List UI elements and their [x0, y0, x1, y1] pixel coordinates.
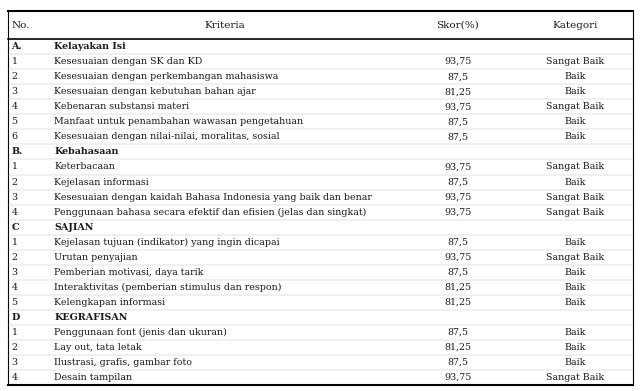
Text: 2: 2 [12, 72, 17, 81]
Text: 87,5: 87,5 [447, 133, 469, 142]
Text: Baik: Baik [564, 328, 585, 337]
Text: Keterbacaan: Keterbacaan [54, 163, 115, 172]
Text: 1: 1 [12, 57, 17, 66]
Text: 3: 3 [12, 87, 18, 96]
Text: 5: 5 [12, 117, 18, 126]
Text: 87,5: 87,5 [447, 268, 469, 277]
Text: 3: 3 [12, 268, 18, 277]
Text: Kejelasan tujuan (indikator) yang ingin dicapai: Kejelasan tujuan (indikator) yang ingin … [54, 238, 279, 247]
Text: 4: 4 [12, 102, 17, 111]
Text: No.: No. [12, 20, 30, 30]
Text: Kelengkapan informasi: Kelengkapan informasi [54, 298, 165, 307]
Text: Penggunaan bahasa secara efektif dan efisien (jelas dan singkat): Penggunaan bahasa secara efektif dan efi… [54, 208, 367, 217]
Text: 87,5: 87,5 [447, 328, 469, 337]
Text: 1: 1 [12, 238, 17, 247]
Text: A.: A. [12, 42, 22, 51]
Text: 93,75: 93,75 [444, 57, 472, 66]
Text: 3: 3 [12, 193, 18, 202]
Text: 1: 1 [12, 328, 17, 337]
Text: Lay out, tata letak: Lay out, tata letak [54, 343, 142, 352]
Text: Baik: Baik [564, 343, 585, 352]
Text: Desain tampilan: Desain tampilan [54, 373, 132, 382]
Text: 93,75: 93,75 [444, 253, 472, 262]
Text: 87,5: 87,5 [447, 72, 469, 81]
Text: Sangat Baik: Sangat Baik [545, 253, 604, 262]
Text: Baik: Baik [564, 178, 585, 187]
Text: 2: 2 [12, 253, 17, 262]
Text: Baik: Baik [564, 238, 585, 247]
Text: KEGRAFISAN: KEGRAFISAN [54, 313, 128, 322]
Text: Kesesuaian dengan perkembangan mahasiswa: Kesesuaian dengan perkembangan mahasiswa [54, 72, 278, 81]
Text: 87,5: 87,5 [447, 117, 469, 126]
Text: Sangat Baik: Sangat Baik [545, 163, 604, 172]
Text: B.: B. [12, 147, 23, 156]
Text: 4: 4 [12, 208, 17, 217]
Text: Baik: Baik [564, 283, 585, 292]
Text: Kelayakan Isi: Kelayakan Isi [54, 42, 126, 51]
Text: Kebahasaan: Kebahasaan [54, 147, 119, 156]
Text: Baik: Baik [564, 298, 585, 307]
Text: Sangat Baik: Sangat Baik [545, 193, 604, 202]
Text: 81,25: 81,25 [444, 283, 471, 292]
Text: Baik: Baik [564, 87, 585, 96]
Text: SAJIAN: SAJIAN [54, 222, 94, 231]
Text: Sangat Baik: Sangat Baik [545, 373, 604, 382]
Text: 81,25: 81,25 [444, 87, 471, 96]
Text: 93,75: 93,75 [444, 208, 472, 217]
Text: 2: 2 [12, 343, 17, 352]
Text: Baik: Baik [564, 117, 585, 126]
Text: 87,5: 87,5 [447, 358, 469, 367]
Text: Sangat Baik: Sangat Baik [545, 57, 604, 66]
Text: Baik: Baik [564, 268, 585, 277]
Text: Urutan penyajian: Urutan penyajian [54, 253, 138, 262]
Text: 93,75: 93,75 [444, 163, 472, 172]
Text: Manfaat untuk penambahan wawasan pengetahuan: Manfaat untuk penambahan wawasan pengeta… [54, 117, 303, 126]
Text: Kesesuaian dengan nilai-nilai, moralitas, sosial: Kesesuaian dengan nilai-nilai, moralitas… [54, 133, 279, 142]
Text: 87,5: 87,5 [447, 178, 469, 187]
Text: Kejelasan informasi: Kejelasan informasi [54, 178, 149, 187]
Text: 81,25: 81,25 [444, 343, 471, 352]
Text: Pemberian motivasi, daya tarik: Pemberian motivasi, daya tarik [54, 268, 203, 277]
Text: 6: 6 [12, 133, 18, 142]
Text: Ilustrasi, grafis, gambar foto: Ilustrasi, grafis, gambar foto [54, 358, 192, 367]
Text: Sangat Baik: Sangat Baik [545, 208, 604, 217]
Text: Kesesuaian dengan SK dan KD: Kesesuaian dengan SK dan KD [54, 57, 203, 66]
Text: Skor(%): Skor(%) [437, 20, 479, 30]
Text: Kesesuaian dengan kebutuhan bahan ajar: Kesesuaian dengan kebutuhan bahan ajar [54, 87, 256, 96]
Text: 93,75: 93,75 [444, 373, 472, 382]
Text: 81,25: 81,25 [444, 298, 471, 307]
Text: C: C [12, 222, 19, 231]
Text: D: D [12, 313, 20, 322]
Text: Kesesuaian dengan kaidah Bahasa Indonesia yang baik dan benar: Kesesuaian dengan kaidah Bahasa Indonesi… [54, 193, 372, 202]
Text: Penggunaan font (jenis dan ukuran): Penggunaan font (jenis dan ukuran) [54, 328, 227, 337]
Text: Baik: Baik [564, 72, 585, 81]
Text: Kriteria: Kriteria [204, 20, 245, 30]
Text: 4: 4 [12, 373, 17, 382]
Text: 93,75: 93,75 [444, 193, 472, 202]
Text: Kategori: Kategori [552, 20, 597, 30]
Text: 1: 1 [12, 163, 17, 172]
Text: 5: 5 [12, 298, 18, 307]
Text: 87,5: 87,5 [447, 238, 469, 247]
Text: Sangat Baik: Sangat Baik [545, 102, 604, 111]
Text: 4: 4 [12, 283, 17, 292]
Text: 93,75: 93,75 [444, 102, 472, 111]
Text: Interaktivitas (pemberian stimulus dan respon): Interaktivitas (pemberian stimulus dan r… [54, 283, 281, 292]
Text: Baik: Baik [564, 358, 585, 367]
Text: Kebenaran substansi materi: Kebenaran substansi materi [54, 102, 189, 111]
Text: 3: 3 [12, 358, 18, 367]
Text: Baik: Baik [564, 133, 585, 142]
Text: 2: 2 [12, 178, 17, 187]
